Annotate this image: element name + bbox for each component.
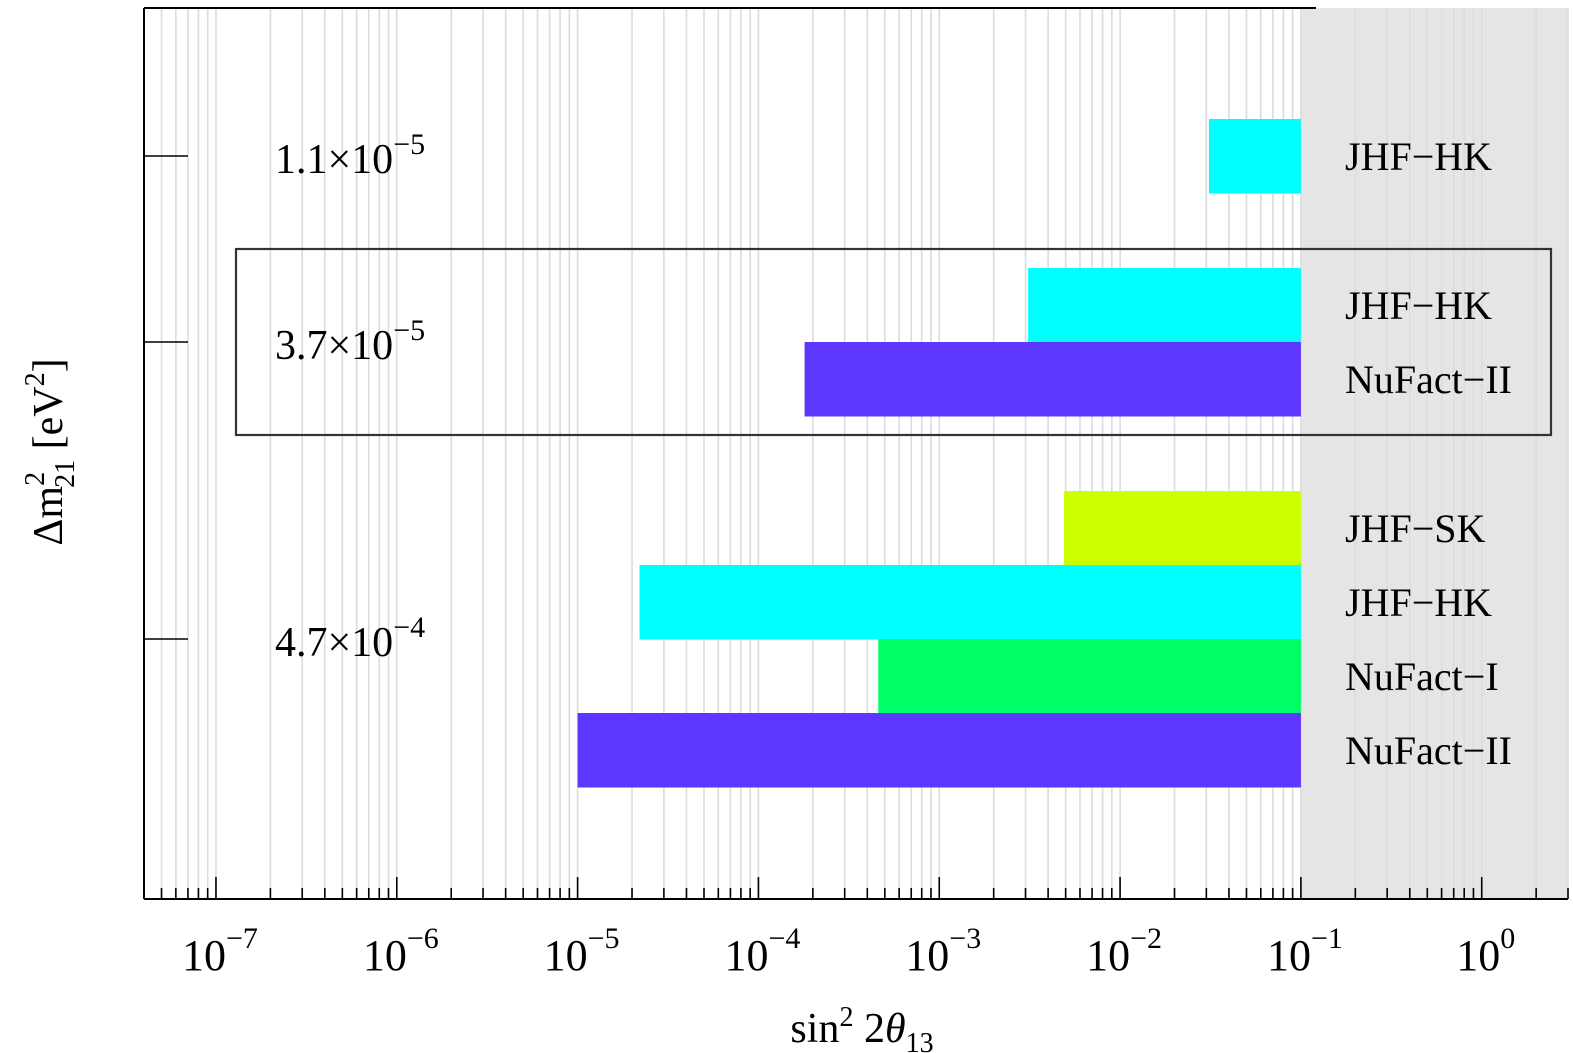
bar-label: JHF−HK — [1345, 134, 1492, 179]
bar-label: NuFact−II — [1345, 728, 1512, 773]
bar — [577, 713, 1301, 788]
x-axis-title: sin2 2θ13 — [790, 1002, 933, 1053]
group-label: 1.1×10−5 — [275, 128, 425, 183]
x-tick-label: 10−4 — [724, 922, 800, 980]
x-tick-label: 10−6 — [363, 922, 439, 980]
x-tick-label: 10−1 — [1267, 922, 1343, 980]
x-tick-label: 10−5 — [544, 922, 620, 980]
bar — [1208, 119, 1301, 194]
bar — [878, 639, 1301, 714]
x-tick-label: 10−7 — [182, 922, 258, 980]
x-tick-label: 10−3 — [905, 922, 981, 980]
group-label: 4.7×10−4 — [275, 611, 425, 666]
bar-label: JHF−SK — [1345, 506, 1486, 551]
bar-label: NuFact−II — [1345, 357, 1512, 402]
bar — [804, 342, 1301, 417]
excluded-region — [1300, 8, 1568, 899]
bar-label: JHF−HK — [1345, 283, 1492, 328]
bar — [1028, 268, 1301, 343]
bar — [1064, 491, 1301, 566]
y-axis-title: Δm221 [eV2] — [20, 358, 81, 545]
bar-label: JHF−HK — [1345, 580, 1492, 625]
bar-label: NuFact−I — [1345, 654, 1499, 699]
bar — [639, 565, 1301, 640]
highlight-box — [234, 247, 1553, 437]
x-tick-label: 10−2 — [1086, 922, 1162, 980]
x-tick-label: 100 — [1456, 922, 1515, 980]
group-label: 3.7×10−5 — [275, 314, 425, 369]
